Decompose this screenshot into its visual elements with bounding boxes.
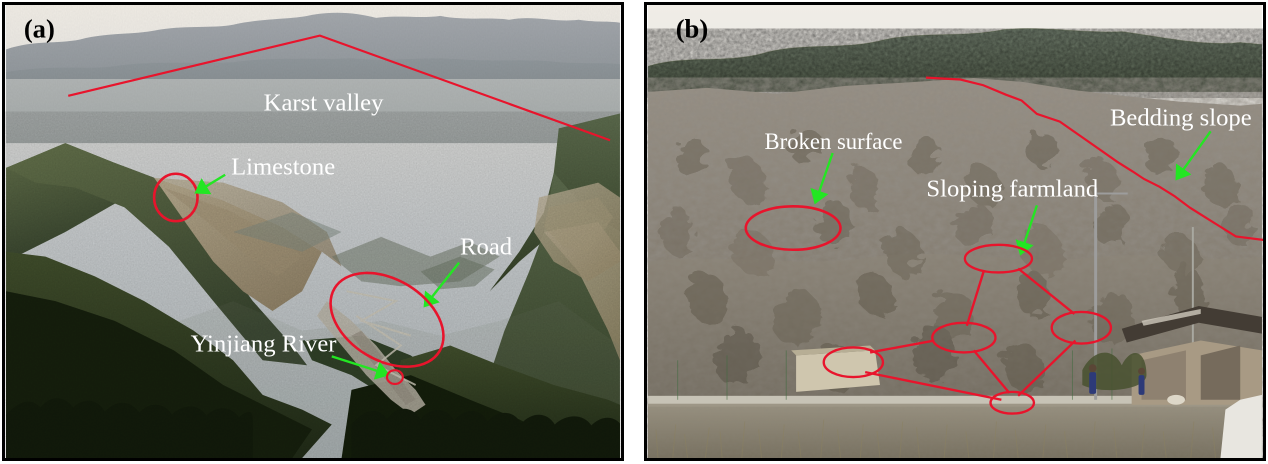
- svg-text:(b): (b): [676, 14, 709, 44]
- svg-text:Bedding slope: Bedding slope: [1110, 104, 1252, 131]
- svg-text:Karst valley: Karst valley: [264, 90, 384, 117]
- svg-text:Limestone: Limestone: [231, 154, 335, 181]
- svg-text:(a): (a): [24, 14, 55, 44]
- svg-text:Sloping farmland: Sloping farmland: [926, 175, 1099, 202]
- svg-text:Road: Road: [460, 234, 513, 261]
- svg-text:Broken surface: Broken surface: [765, 129, 903, 154]
- svg-text:Yinjiang River: Yinjiang River: [191, 330, 337, 357]
